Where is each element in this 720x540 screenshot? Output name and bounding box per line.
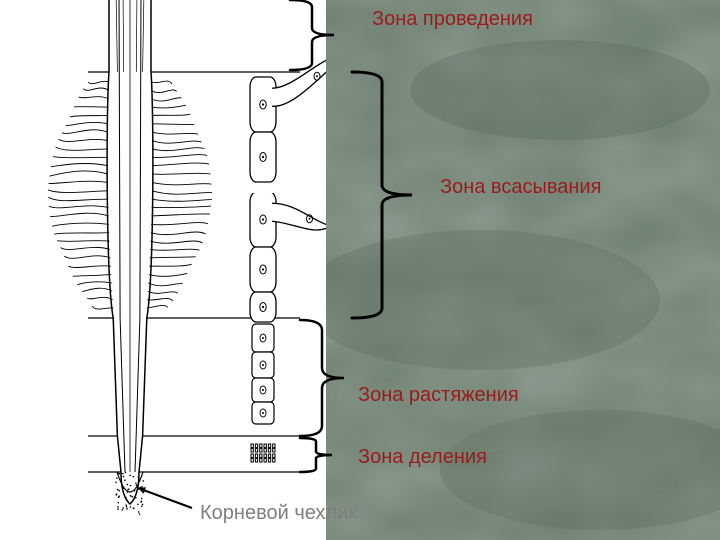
bracket-elongation bbox=[294, 314, 350, 442]
arrow-rootcap bbox=[130, 480, 200, 516]
bracket-absorption bbox=[346, 66, 418, 324]
bracket-division bbox=[294, 432, 338, 478]
label-root-cap: Корневой чехлик bbox=[200, 502, 357, 525]
label-elongation-zone: Зона растяжения bbox=[358, 384, 519, 407]
label-division-zone: Зона деления bbox=[358, 446, 487, 469]
label-absorption-zone: Зона всасывания bbox=[440, 176, 601, 199]
bracket-conduction bbox=[284, 0, 340, 76]
label-conduction-zone: Зона проведения bbox=[372, 8, 533, 31]
root-illustration bbox=[0, 0, 326, 540]
